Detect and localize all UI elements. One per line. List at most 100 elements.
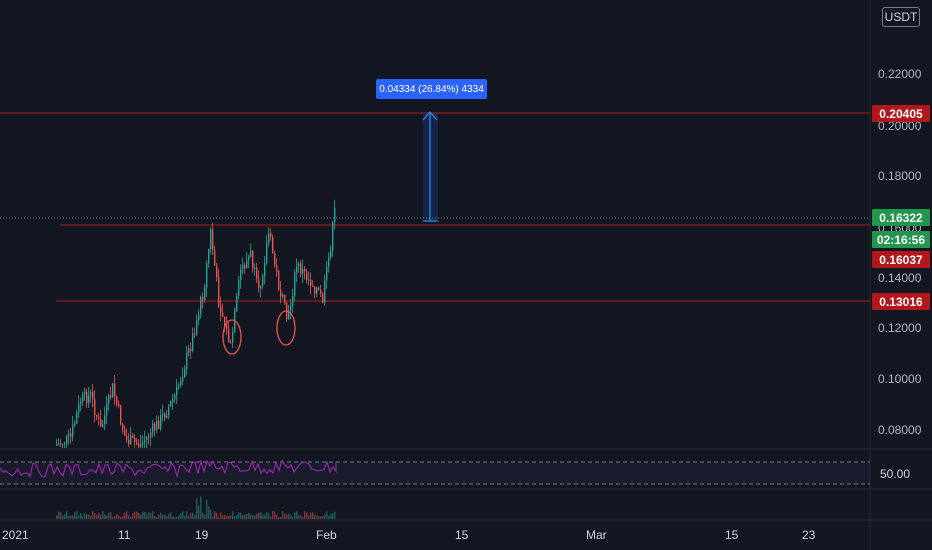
candle-body [326, 266, 328, 281]
volume-bar [250, 514, 252, 519]
candle-body [116, 396, 118, 404]
low-highlight-ellipse-1[interactable] [222, 319, 242, 355]
price-tick: 0.08000 [878, 423, 922, 437]
volume-bar [278, 516, 280, 519]
candle-body [224, 316, 226, 326]
candle-body [244, 265, 246, 268]
candle-body [132, 435, 134, 438]
candle-body [334, 207, 336, 223]
candle-body [86, 391, 88, 404]
volume-bar [210, 509, 212, 519]
candle-body [242, 265, 244, 270]
volume-bar [306, 512, 308, 519]
volume-bar [298, 515, 300, 519]
rsi-line [0, 459, 337, 479]
volume-bar [84, 513, 86, 519]
candle-body [258, 278, 260, 289]
measure-arrow[interactable] [422, 111, 438, 222]
volume-bar [258, 512, 260, 519]
volume-bar [66, 511, 68, 519]
candle-body [310, 279, 312, 286]
price-axis[interactable]: 0.22000 0.20000 0.18000 0.16000 0.14000 … [878, 67, 922, 437]
volume-bar [148, 512, 150, 519]
candle-body [76, 413, 78, 424]
volume-bar [324, 513, 326, 519]
volume-bar [280, 516, 282, 519]
candle-body [236, 296, 238, 312]
volume-bar [172, 516, 174, 519]
volume-bar [118, 515, 120, 519]
candle-body [84, 391, 86, 394]
volume-bar [192, 512, 194, 519]
candle-body [256, 268, 258, 279]
candle-body [100, 419, 102, 427]
candle-body [184, 369, 186, 378]
candle-body [140, 444, 142, 447]
volume-bar [236, 515, 238, 519]
candle-body [166, 415, 168, 418]
volume-bar [138, 512, 140, 519]
volume-bar [174, 516, 176, 519]
volume-bar [180, 513, 182, 519]
candle-body [104, 415, 106, 425]
candle-body [172, 399, 174, 401]
volume-bar [162, 514, 164, 519]
candle-body [188, 348, 190, 354]
volume-bar [316, 515, 318, 519]
volume-bar [122, 516, 124, 519]
volume-bar [92, 511, 94, 519]
volume-bar [326, 511, 328, 519]
candle-body [150, 432, 152, 438]
candle-body [274, 253, 276, 266]
volume-bar [168, 513, 170, 519]
volume-bar [318, 515, 320, 519]
candle-body [94, 398, 96, 415]
volume-bar [58, 511, 60, 519]
candle-body [190, 348, 192, 351]
volume-bar [198, 505, 200, 519]
volume-bar [150, 512, 152, 519]
candle-body [154, 423, 156, 430]
time-axis[interactable]: 2021 11 19 Feb 15 Mar 15 23 [2, 528, 816, 542]
volume-bar [156, 516, 158, 519]
time-tick: 23 [802, 528, 816, 542]
volume-bar [140, 514, 142, 519]
candle-body [142, 442, 144, 445]
volume-bar [88, 514, 90, 519]
candle-body [134, 437, 136, 443]
candle-body [128, 439, 130, 445]
currency-selector-button[interactable]: USDT [882, 7, 920, 27]
candle-body [72, 425, 74, 437]
low-highlight-ellipse-2[interactable] [276, 310, 296, 346]
volume-bar [158, 514, 160, 519]
price-tick: 0.14000 [878, 271, 922, 285]
volume-bar [160, 512, 162, 519]
candle-body [152, 423, 154, 433]
candle-body [282, 294, 284, 297]
volume-bar [164, 514, 166, 519]
volume-bar [204, 514, 206, 519]
rsi-pane[interactable] [0, 459, 870, 485]
candle-body [92, 391, 94, 399]
candle-body [254, 268, 256, 270]
volume-bar [288, 513, 290, 519]
candle-body [218, 277, 220, 307]
candle-body [296, 266, 298, 273]
volume-bar [268, 513, 270, 519]
candle-body [64, 443, 66, 445]
candle-body [278, 270, 280, 290]
candle-body [324, 280, 326, 303]
candle-body [204, 287, 206, 301]
volume-bar [184, 515, 186, 519]
volume-bar [136, 511, 138, 519]
volume-bar [242, 515, 244, 519]
candle-body [262, 275, 264, 287]
candle-body [194, 333, 196, 335]
candle-body [322, 293, 324, 303]
candle-body [148, 436, 150, 438]
price-tag-support: 0.13016 [872, 293, 930, 310]
volume-bar [248, 512, 250, 519]
candle-body [238, 280, 240, 297]
candle-body [314, 286, 316, 294]
